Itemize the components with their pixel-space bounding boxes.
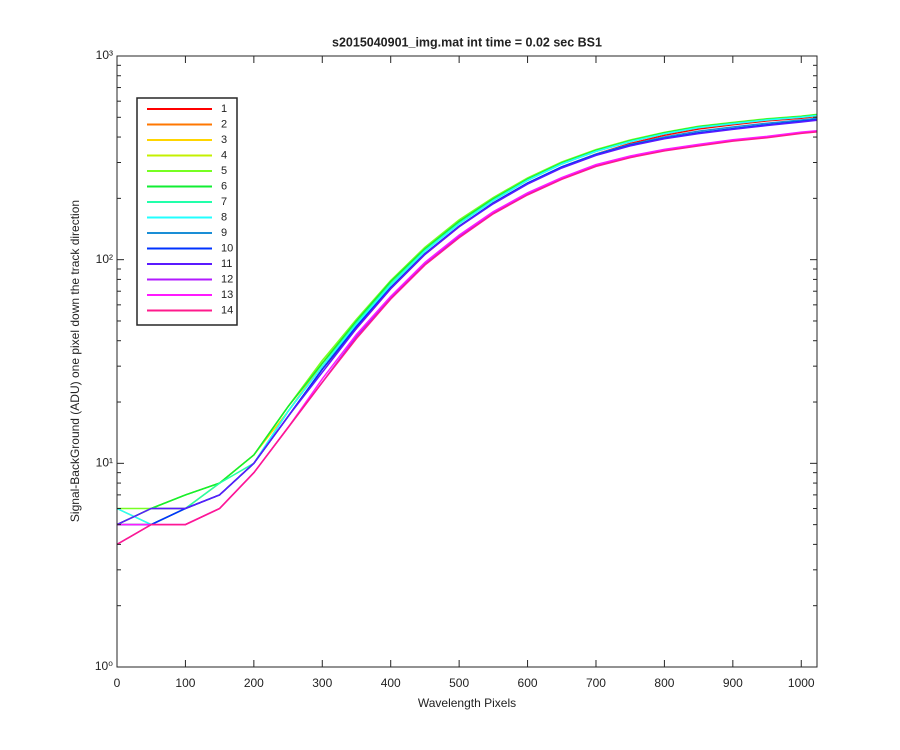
legend-label: 2 [221, 118, 227, 130]
legend-label: 13 [221, 289, 233, 301]
x-tick-label: 400 [381, 676, 401, 690]
x-tick-label: 200 [244, 676, 264, 690]
x-tick-label: 1000 [788, 676, 815, 690]
legend-label: 11 [221, 258, 232, 270]
x-tick-label: 600 [518, 676, 538, 690]
series-line [116, 131, 818, 546]
y-axis-label: Signal-BackGround (ADU) one pixel down t… [68, 200, 82, 522]
y-tick-label: 10⁰ [95, 659, 113, 673]
chart-title: s2015040901_img.mat int time = 0.02 sec … [332, 35, 602, 49]
axes-box [116, 55, 818, 668]
x-tick-label: 0 [114, 676, 121, 690]
x-tick-label: 800 [654, 676, 674, 690]
legend-label: 1 [221, 103, 227, 115]
x-tick-label: 300 [312, 676, 332, 690]
y-tick-label: 10³ [96, 48, 113, 62]
legend-label: 10 [221, 242, 233, 254]
legend-label: 9 [221, 227, 227, 239]
legend-label: 6 [221, 180, 227, 192]
series-line [116, 119, 818, 526]
y-tick-label: 10² [96, 252, 113, 266]
x-tick-label: 500 [449, 676, 469, 690]
y-tick-label: 10¹ [96, 456, 113, 470]
x-tick-label: 900 [723, 676, 743, 690]
legend-label: 8 [221, 211, 227, 223]
legend-label: 12 [221, 273, 233, 285]
legend-label: 5 [221, 165, 227, 177]
x-axis-label: Wavelength Pixels [418, 696, 516, 710]
x-tick-label: 700 [586, 676, 606, 690]
x-tick-label: 100 [175, 676, 195, 690]
legend-label: 4 [221, 149, 227, 161]
legend-label: 3 [221, 134, 227, 146]
legend-box [136, 97, 238, 326]
legend-label: 14 [221, 304, 233, 316]
legend-label: 7 [221, 196, 227, 208]
